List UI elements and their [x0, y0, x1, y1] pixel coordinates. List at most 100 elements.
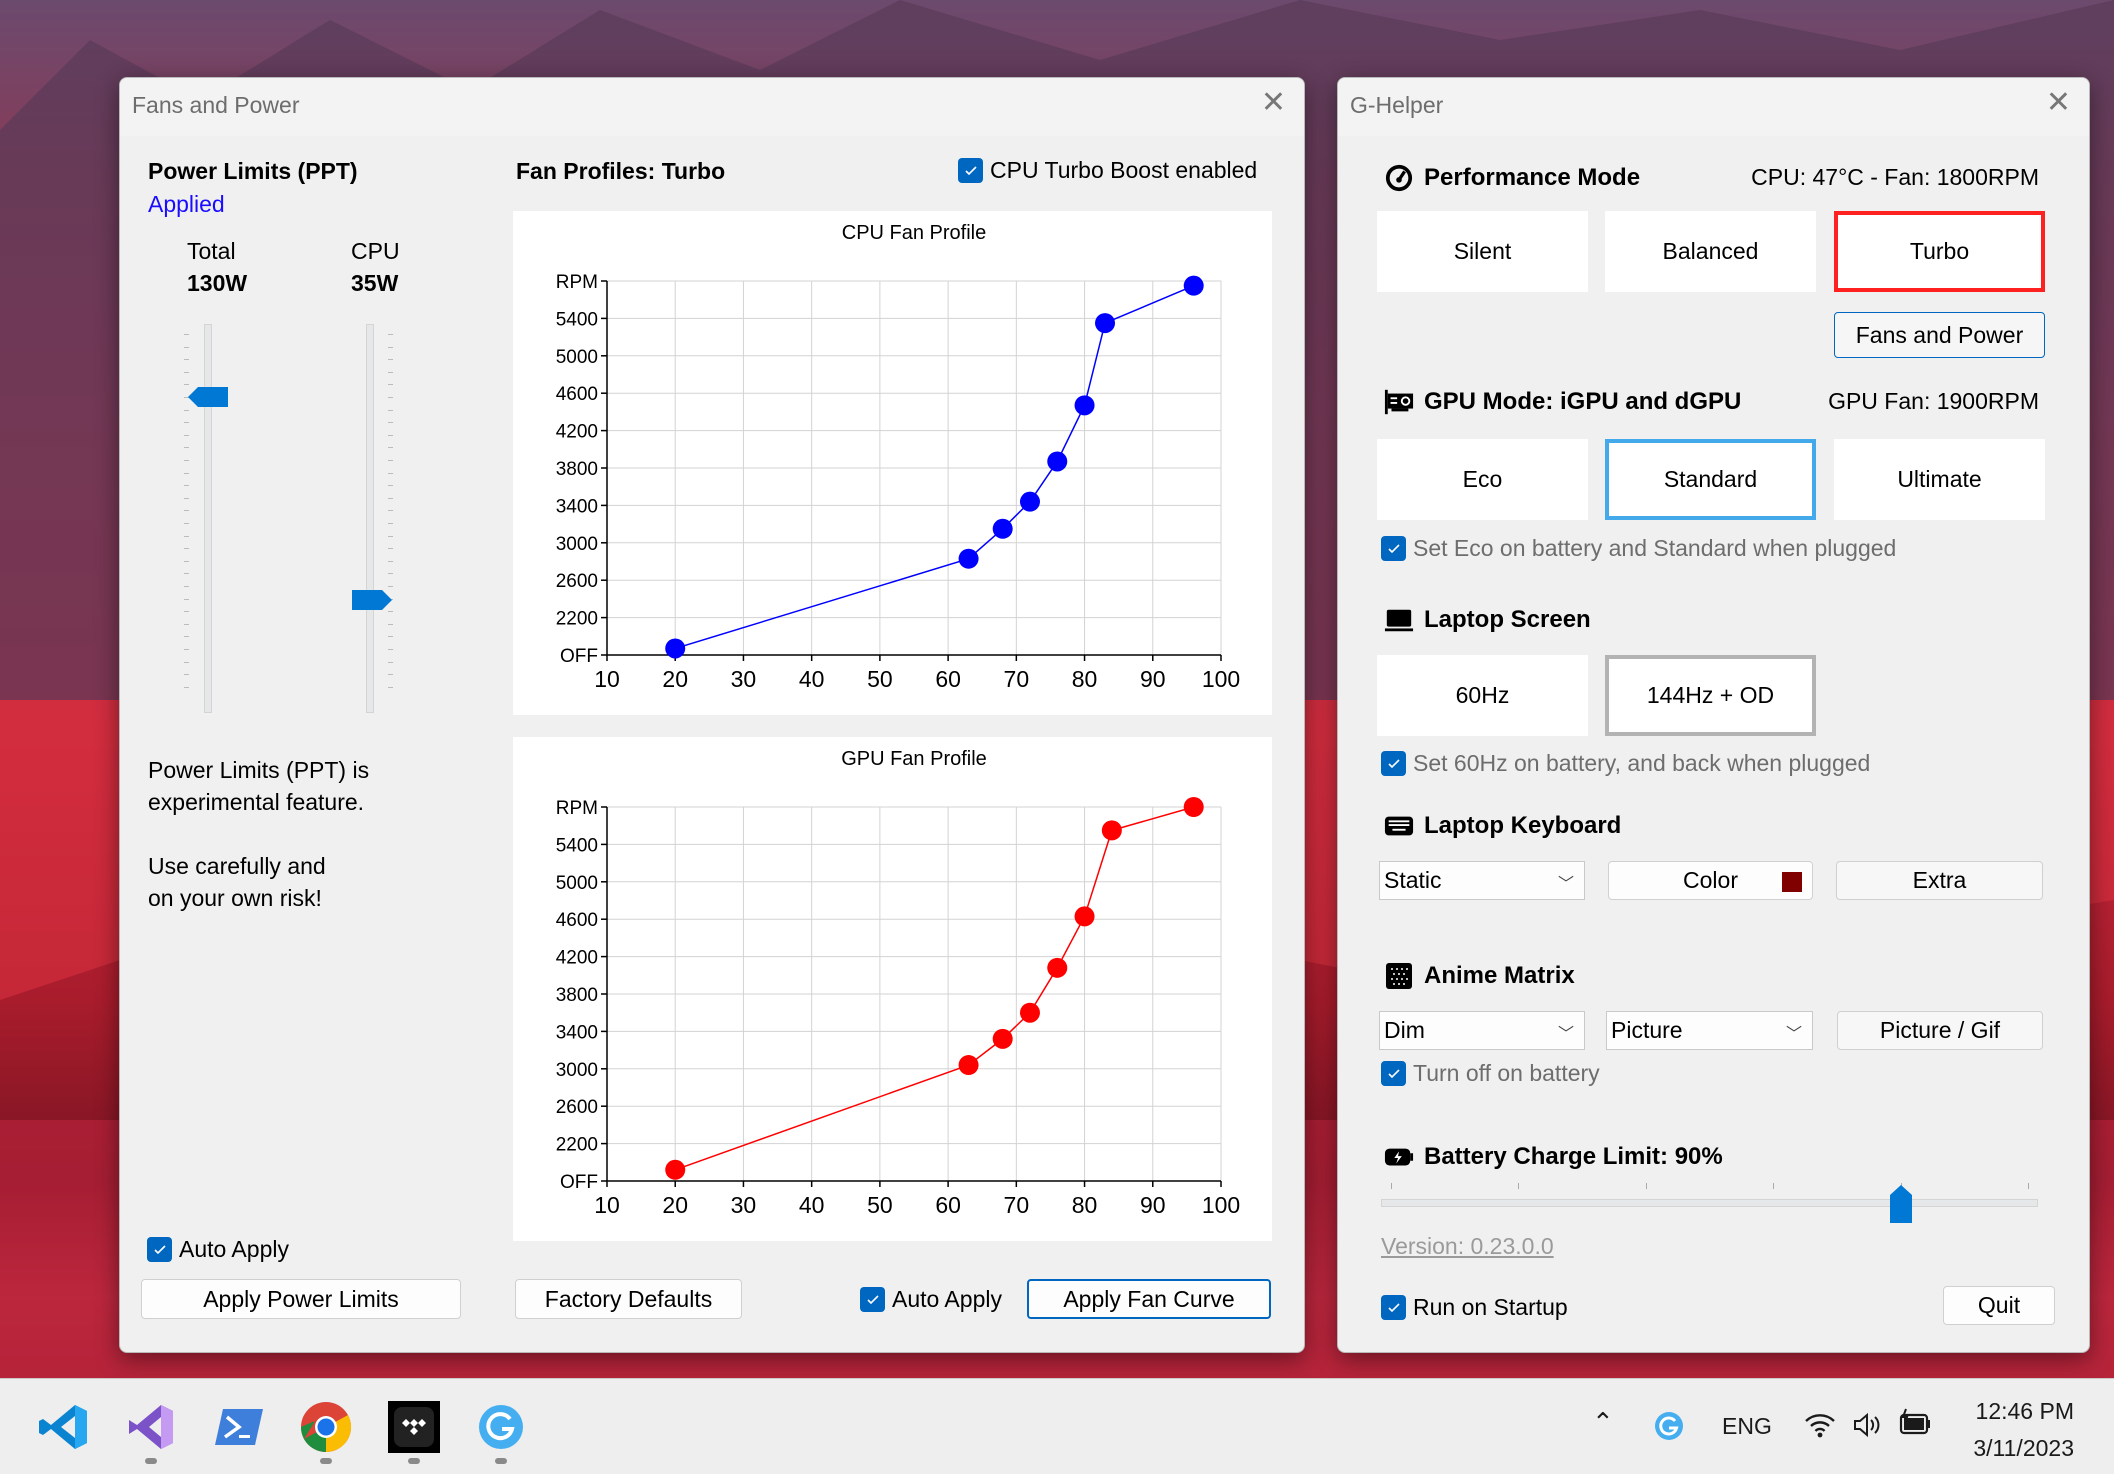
slider-tick — [184, 560, 189, 562]
section-title: Performance Mode — [1424, 164, 1641, 191]
slider-tick — [388, 674, 393, 676]
x-tick-label: 20 — [662, 666, 688, 692]
slider-tick — [388, 460, 393, 461]
slider-thumb[interactable] — [352, 590, 392, 611]
factory-defaults-button[interactable]: Factory Defaults — [515, 1279, 742, 1319]
slider-thumb[interactable] — [1889, 1185, 1912, 1223]
close-icon[interactable]: ✕ — [1260, 86, 1286, 119]
laptop-screen-header: Laptop Screen — [1384, 606, 1591, 634]
slider-tick — [184, 460, 189, 461]
gpu-auto-checkbox[interactable]: Set Eco on battery and Standard when plu… — [1381, 535, 1896, 562]
data-point[interactable] — [1074, 906, 1095, 927]
slider-tick — [388, 560, 393, 562]
wifi-icon[interactable] — [1804, 1411, 1836, 1439]
slider-tick — [388, 535, 393, 537]
x-tick-label: 10 — [594, 1192, 620, 1218]
data-point[interactable] — [958, 1055, 979, 1076]
fans-and-power-button[interactable]: Fans and Power — [1834, 312, 2045, 358]
close-icon[interactable]: ✕ — [2045, 86, 2071, 119]
picture-gif-button[interactable]: Picture / Gif — [1837, 1011, 2043, 1050]
keyboard-mode-dropdown[interactable]: Static ﹀ — [1379, 861, 1585, 900]
gpu-standard-button[interactable]: Standard — [1605, 439, 1816, 520]
mode-silent-button[interactable]: Silent — [1377, 211, 1588, 292]
vscode-icon[interactable] — [37, 1401, 89, 1453]
data-point[interactable] — [1019, 491, 1040, 512]
x-tick-label: 20 — [662, 1192, 688, 1218]
data-point[interactable] — [665, 638, 686, 659]
data-point[interactable] — [1047, 957, 1068, 978]
data-point[interactable] — [1101, 820, 1122, 841]
cpu-power-slider[interactable] — [320, 324, 420, 714]
checkbox-checked-icon — [147, 1237, 172, 1262]
x-tick-label: 80 — [1072, 666, 1098, 692]
slider-tick — [388, 523, 393, 524]
x-tick-label: 100 — [1202, 666, 1240, 692]
screen-144hz-button[interactable]: 144Hz + OD — [1605, 655, 1816, 736]
slider-tick — [184, 636, 189, 638]
fans-and-power-window: Fans and Power ✕ Power Limits (PPT) Appl… — [119, 77, 1305, 1353]
battery-limit-slider[interactable] — [1381, 1173, 2041, 1223]
data-point[interactable] — [1095, 313, 1116, 334]
run-on-startup-checkbox[interactable]: Run on Startup — [1381, 1294, 1568, 1321]
gpu-fan-profile-chart[interactable]: GPU Fan Profile 10 20 30 40 50 60 70 80 90 100 OFF 2… — [513, 737, 1272, 1241]
slider-tick — [1518, 1183, 1520, 1189]
data-point[interactable] — [992, 518, 1013, 539]
mode-balanced-button[interactable]: Balanced — [1605, 211, 1816, 292]
y-tick-label: 4200 — [556, 948, 598, 969]
quit-button[interactable]: Quit — [1943, 1286, 2055, 1325]
slider-tick — [388, 384, 393, 386]
battery-icon[interactable] — [1898, 1407, 1932, 1439]
data-point[interactable] — [992, 1028, 1013, 1049]
power-auto-apply-checkbox[interactable]: Auto Apply — [147, 1236, 289, 1263]
cpu-fan-chart-svg[interactable]: CPU Fan Profile 10 20 30 40 50 60 70 80 90 100 OFF 2… — [513, 211, 1272, 715]
screen-60hz-button[interactable]: 60Hz — [1377, 655, 1588, 736]
slider-tick — [184, 497, 189, 499]
g-helper-icon[interactable] — [475, 1401, 527, 1453]
screen-auto-checkbox[interactable]: Set 60Hz on battery, and back when plugg… — [1381, 750, 1870, 777]
anime-brightness-dropdown[interactable]: Dim ﹀ — [1379, 1011, 1585, 1050]
g-helper-tray-icon[interactable] — [1654, 1411, 1684, 1441]
data-point[interactable] — [1183, 797, 1204, 817]
gpu-ultimate-button[interactable]: Ultimate — [1834, 439, 2045, 520]
data-point[interactable] — [1183, 275, 1204, 296]
fan-auto-apply-checkbox[interactable]: Auto Apply — [860, 1286, 1002, 1313]
data-point[interactable] — [1047, 451, 1068, 472]
chevron-up-icon[interactable]: ⌃ — [1592, 1407, 1614, 1437]
anime-battery-checkbox[interactable]: Turn off on battery — [1381, 1060, 1600, 1087]
gpu-fan-chart-svg[interactable]: GPU Fan Profile 10 20 30 40 50 60 70 80 90 100 OFF 2… — [513, 737, 1272, 1241]
version-link[interactable]: Version: 0.23.0.0 — [1381, 1233, 1554, 1259]
slider-tick — [184, 598, 189, 600]
mode-turbo-button[interactable]: Turbo — [1834, 211, 2045, 292]
clock[interactable]: 12:46 PM 3/11/2023 — [1973, 1393, 2074, 1467]
apply-power-limits-button[interactable]: Apply Power Limits — [141, 1279, 461, 1319]
keyboard-extra-button[interactable]: Extra — [1836, 861, 2043, 900]
slider-tick — [388, 346, 393, 348]
tidal-icon[interactable] — [388, 1401, 440, 1453]
slider-track — [366, 324, 374, 713]
y-tick-label: 3800 — [556, 985, 598, 1006]
cpu-fan-profile-chart[interactable]: CPU Fan Profile 10 20 30 40 50 60 70 80 90 100 OFF 2… — [513, 211, 1272, 715]
anime-mode-dropdown[interactable]: Picture ﹀ — [1606, 1011, 1813, 1050]
slider-thumb[interactable] — [188, 386, 228, 407]
chrome-icon[interactable] — [300, 1401, 352, 1453]
data-point[interactable] — [958, 548, 979, 569]
gpu-eco-button[interactable]: Eco — [1377, 439, 1588, 520]
data-point[interactable] — [1019, 1002, 1040, 1023]
apply-fan-curve-button[interactable]: Apply Fan Curve — [1027, 1279, 1271, 1319]
language-indicator[interactable]: ENG — [1722, 1413, 1772, 1439]
window-title: G-Helper — [1350, 92, 1444, 118]
visual-studio-icon[interactable] — [125, 1401, 177, 1453]
slider-tick — [1391, 1183, 1392, 1189]
cpu-status: CPU: 47°C - Fan: 1800RPM — [1751, 164, 2039, 190]
data-point[interactable] — [665, 1159, 686, 1180]
keyboard-color-button[interactable]: Color — [1608, 861, 1813, 900]
total-power-slider[interactable] — [160, 324, 260, 714]
speedometer-icon — [1385, 164, 1413, 192]
data-point[interactable] — [1074, 395, 1095, 416]
powershell-icon[interactable] — [213, 1401, 265, 1453]
volume-icon[interactable] — [1852, 1411, 1884, 1439]
cpu-turbo-boost-checkbox[interactable]: CPU Turbo Boost enabled — [958, 157, 1257, 184]
total-label: Total — [187, 238, 236, 264]
slider-ticks — [184, 324, 190, 713]
gpu-fan-status: GPU Fan: 1900RPM — [1828, 388, 2039, 414]
